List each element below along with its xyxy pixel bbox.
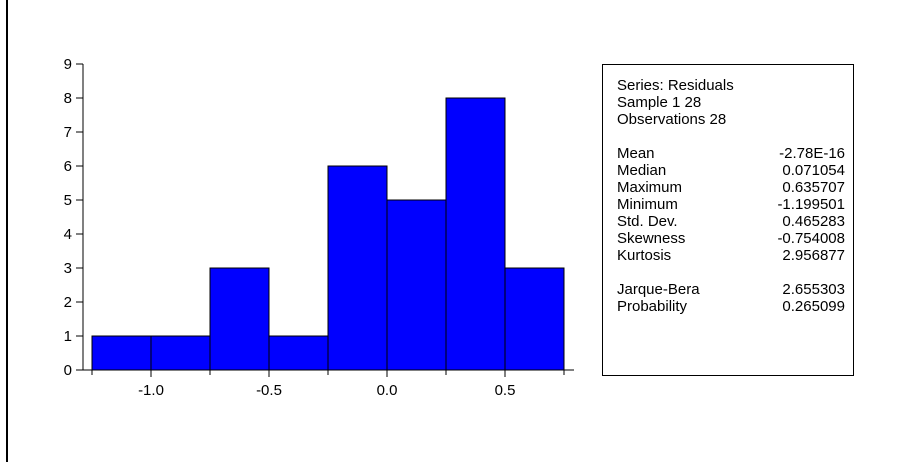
- stats-observations: Observations 28: [617, 111, 727, 128]
- stat-value: -2.78E-16: [779, 145, 845, 162]
- stat-value: -1.199501: [777, 196, 845, 213]
- stat-row-median: Median 0.071054: [617, 163, 845, 180]
- stat-row-jarque-bera: Jarque-Bera 2.655303: [617, 282, 845, 299]
- x-tick-label: 0.0: [377, 382, 398, 399]
- stat-label: Maximum: [617, 179, 683, 196]
- y-tick-label: 4: [64, 226, 72, 243]
- histogram-bar: [386, 199, 447, 371]
- stat-label: Std. Dev.: [617, 213, 678, 230]
- y-tick-label: 0: [64, 362, 72, 379]
- stat-row-skewness: Skewness -0.754008: [617, 231, 845, 248]
- stat-label: Minimum: [617, 196, 678, 213]
- y-tick-label: 2: [64, 294, 72, 311]
- histogram-bar: [150, 335, 211, 371]
- stat-row-maximum: Maximum 0.635707: [617, 180, 845, 197]
- stat-row-std-dev: Std. Dev. 0.465283: [617, 214, 845, 231]
- stats-sample-range: Sample 1 28: [617, 94, 702, 111]
- histogram-bar: [268, 335, 329, 371]
- stat-row-probability: Probability 0.265099: [617, 299, 845, 316]
- x-tick-label: -0.5: [256, 382, 282, 399]
- x-tick-label: -1.0: [138, 382, 164, 399]
- stat-label: Mean: [617, 145, 655, 162]
- window-frame-edge: [6, 0, 8, 462]
- stat-value: 0.635707: [782, 179, 845, 196]
- stat-label: Median: [617, 162, 667, 179]
- x-axis-ticks: -1.0 -0.5 0.0 0.5: [91, 370, 565, 399]
- histogram-bar: [445, 97, 506, 371]
- y-axis-ticks: 0 1 2 3 4 5 6 7 8 9: [64, 56, 83, 379]
- statistics-panel: Series: Residuals Sample 1 28 Observatio…: [602, 64, 854, 376]
- stat-row-kurtosis: Kurtosis 2.956877: [617, 248, 845, 265]
- stat-value: 2.655303: [782, 281, 845, 298]
- stat-value: -0.754008: [777, 230, 845, 247]
- stat-row-mean: Mean -2.78E-16: [617, 146, 845, 163]
- x-tick-label: 0.5: [495, 382, 516, 399]
- stats-series-name: Series: Residuals: [617, 77, 734, 94]
- y-tick-label: 1: [64, 328, 72, 345]
- y-tick-label: 6: [64, 158, 72, 175]
- histogram-bar: [209, 267, 270, 371]
- histogram-bar: [504, 267, 565, 371]
- stat-label: Jarque-Bera: [617, 281, 700, 298]
- stat-value: 0.071054: [782, 162, 845, 179]
- stat-value: 0.265099: [782, 298, 845, 315]
- stat-row-minimum: Minimum -1.199501: [617, 197, 845, 214]
- y-tick-label: 8: [64, 90, 72, 107]
- histogram-bar: [91, 335, 152, 371]
- histogram-chart: 0 1 2 3 4 5 6 7 8 9 -1.0 -0.5 0.0 0.5: [64, 56, 574, 399]
- histogram-bars: [91, 97, 565, 371]
- y-tick-label: 9: [64, 56, 72, 73]
- stat-label: Skewness: [617, 230, 686, 247]
- y-tick-label: 5: [64, 192, 72, 209]
- histogram-bar: [327, 165, 388, 371]
- y-tick-label: 7: [64, 124, 72, 141]
- stat-label: Probability: [617, 298, 688, 315]
- stat-value: 0.465283: [782, 213, 845, 230]
- y-tick-label: 3: [64, 260, 72, 277]
- stat-label: Kurtosis: [617, 247, 672, 264]
- stat-value: 2.956877: [782, 247, 845, 264]
